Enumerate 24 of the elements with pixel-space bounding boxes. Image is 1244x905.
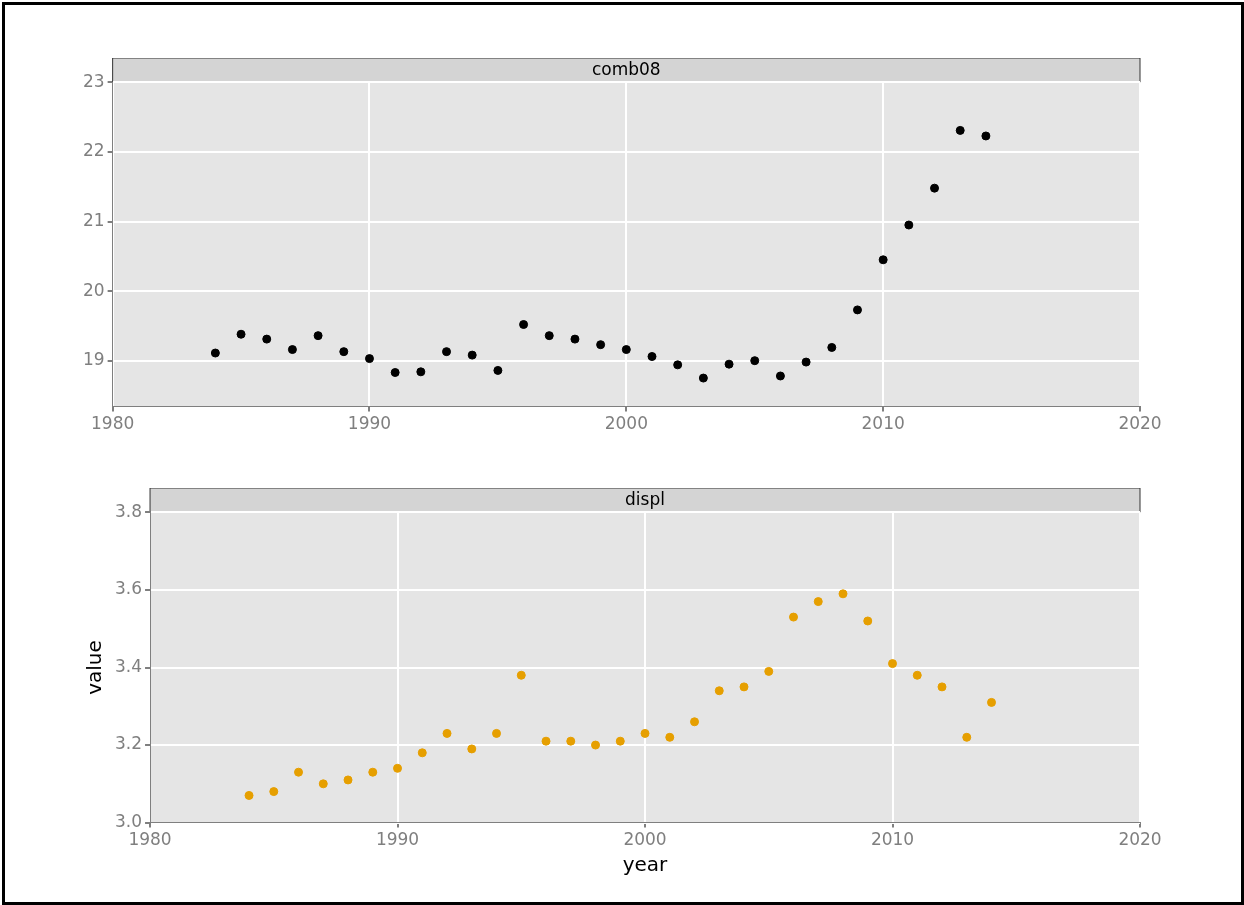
- x-tick-label: 2000: [604, 413, 648, 434]
- y-tick-label: 3.2: [114, 733, 143, 754]
- x-tick-label: 2010: [861, 413, 905, 434]
- y-tick-label: 3.0: [114, 811, 143, 832]
- y-tick-label: 21: [82, 209, 105, 230]
- y-tick-label: 22: [82, 140, 105, 161]
- y-tick-label: 23: [82, 70, 105, 91]
- y-tick-label: 19: [82, 349, 105, 370]
- y-axis-title: value: [82, 640, 107, 695]
- y-tick-label: 20: [82, 279, 105, 300]
- y-tick-label: 3.6: [114, 578, 143, 599]
- x-tick-label: 2020: [1118, 829, 1162, 850]
- x-tick-label: 1980: [91, 413, 135, 434]
- y-tick-label: 3.4: [114, 655, 143, 676]
- x-tick-label: 2020: [1118, 413, 1162, 434]
- x-axis-title: year: [622, 852, 669, 877]
- x-tick-label: 2010: [870, 829, 915, 850]
- chart-title: comb08: [591, 58, 661, 79]
- x-tick-label: 1990: [347, 413, 392, 434]
- x-tick-label: 1980: [128, 829, 172, 850]
- x-tick-label: 1990: [375, 829, 420, 850]
- chart-title: displ: [625, 488, 665, 509]
- x-tick-label: 2000: [623, 829, 667, 850]
- y-tick-label: 3.8: [114, 500, 143, 521]
